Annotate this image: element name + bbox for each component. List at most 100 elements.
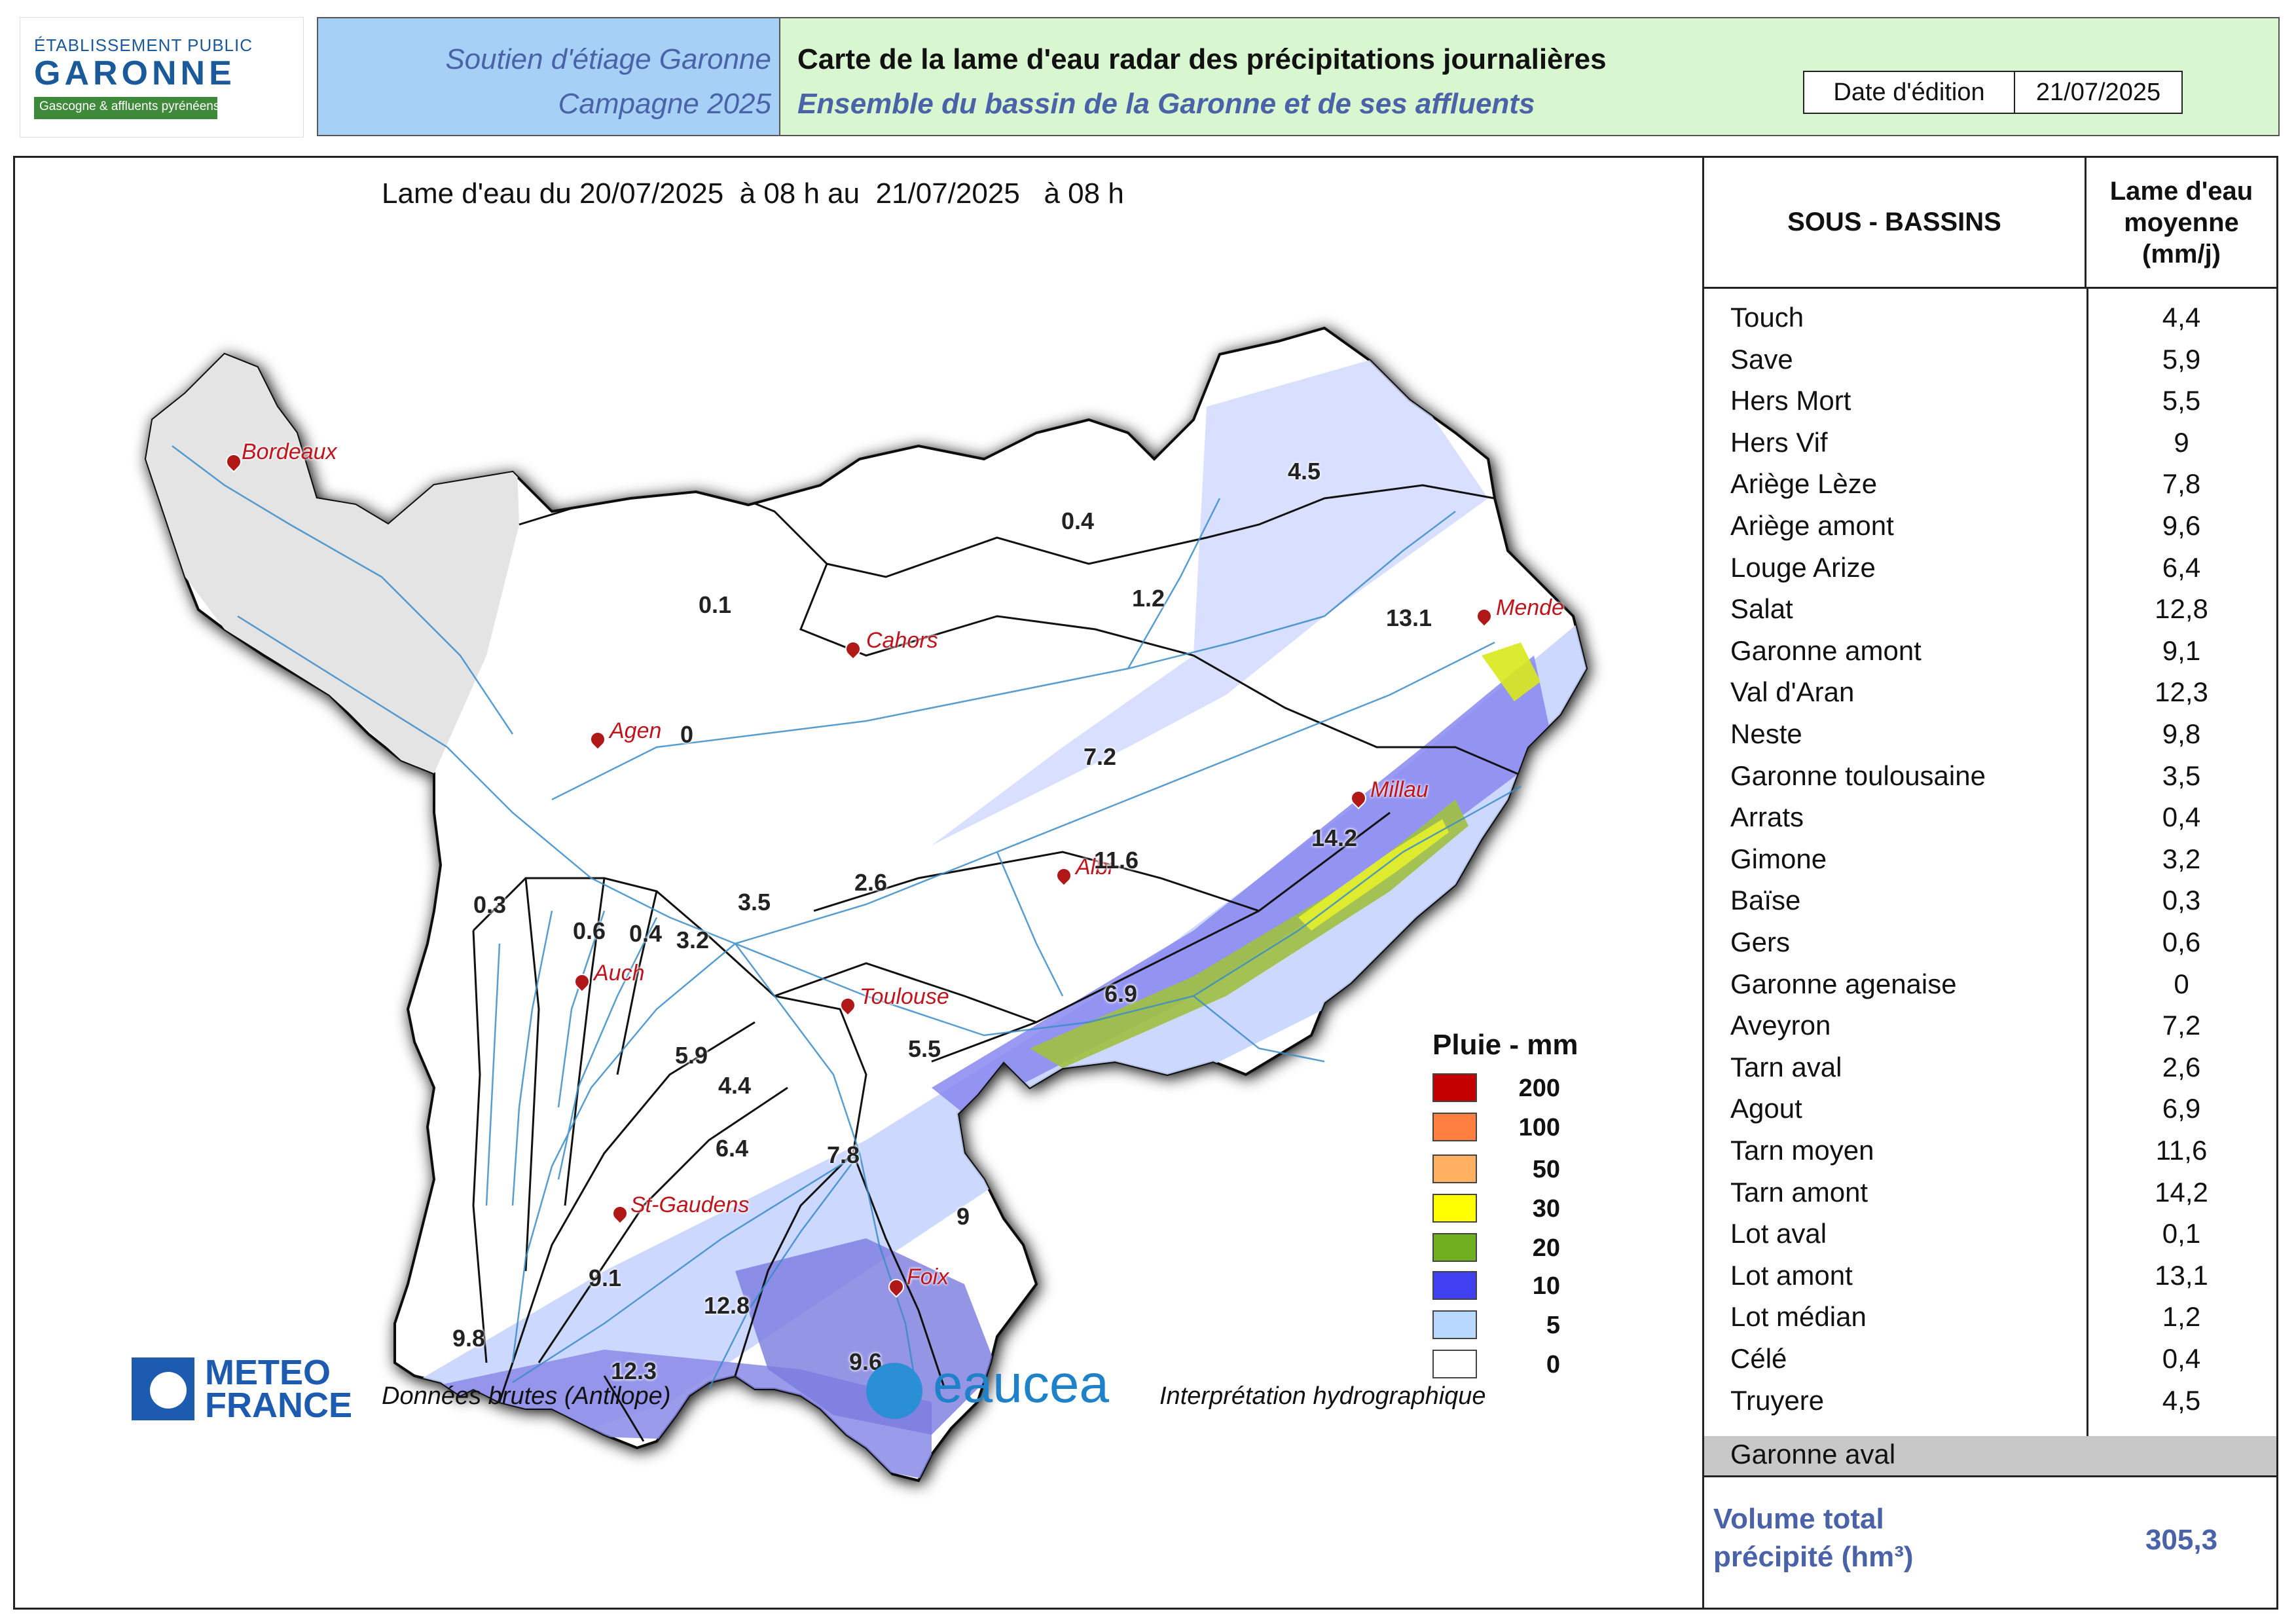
table-row-value: 1,2 (2162, 1301, 2201, 1332)
table-row-name: Neste (1730, 718, 1802, 749)
legend-label: 20 (1532, 1234, 1560, 1262)
map-period-title: Lame d'eau du 20/07/2025 à 08 h au 21/07… (382, 177, 1124, 210)
meteo-france-text-1: METEO (205, 1353, 331, 1392)
table-row-name: Louge Arize (1730, 552, 1876, 583)
table-row-name: Touch (1730, 302, 1804, 333)
legend-swatch (1432, 1113, 1477, 1141)
legend-label: 0 (1546, 1351, 1560, 1378)
legend-label: 100 (1518, 1114, 1560, 1141)
table-row-value: 9,6 (2162, 510, 2201, 541)
table-column-divider (2086, 289, 2088, 1473)
table-row-name: Hers Mort (1730, 385, 1851, 416)
legend-label: 200 (1518, 1075, 1560, 1102)
table-row-name: Tarn moyen (1730, 1135, 1874, 1166)
edition-date-value: 21/07/2025 (2035, 78, 2161, 106)
table-row-name: Célé (1730, 1343, 1787, 1374)
table-row-name: Garonne agenaise (1730, 969, 1957, 999)
table-row-value: 13,1 (2155, 1260, 2208, 1291)
basin-value-lot-median: 1.2 (1132, 585, 1165, 612)
main-frame: Lame d'eau du 20/07/2025 à 08 h au 21/07… (13, 156, 2278, 1610)
edition-date-label: Date d'édition (1804, 72, 2015, 113)
table-row-name: Gers (1730, 927, 1791, 957)
basin-value-ariege-leze: 7.8 (827, 1141, 860, 1168)
city-label-auch: Auch (594, 961, 645, 986)
eaucea-caption: Interprétation hydrographique (1159, 1382, 1486, 1410)
table-row-value: 4,5 (2162, 1385, 2201, 1416)
basin-value-aveyron: 7.2 (1084, 743, 1117, 770)
basin-value-truyere: 4.5 (1288, 458, 1321, 485)
header-campaign-line1: Soutien d'étiage Garonne (445, 43, 771, 75)
table-row-value: 0,4 (2162, 1343, 2201, 1374)
table-header-lame: Lame d'eau moyenne (mm/j) (2086, 158, 2276, 289)
table-row-value: 12,8 (2155, 593, 2208, 624)
table-row-name: Tarn aval (1730, 1052, 1842, 1082)
table-row-garonne-aval (1704, 1436, 2276, 1475)
logo-mountain-strip (34, 97, 217, 119)
table-row-value: 3,2 (2162, 843, 2201, 874)
basin-value-touch: 4.4 (718, 1072, 752, 1099)
header-title-panel: Carte de la lame d'eau radar des précipi… (780, 17, 2280, 136)
city-label-albi: Albi (1076, 855, 1113, 879)
table-row-value: 2,6 (2162, 1052, 2201, 1082)
legend-swatch (1432, 1350, 1477, 1378)
legend-swatch (1432, 1271, 1477, 1300)
table-row-name: Truyere (1730, 1385, 1825, 1416)
table-row-name: Arrats (1730, 802, 1804, 832)
table-row-value: 6,9 (2162, 1093, 2201, 1124)
legend-swatch (1432, 1194, 1477, 1223)
city-label-toulouse: Toulouse (860, 984, 949, 1009)
basin-value-tarn-moyen: 11.6 (1094, 847, 1139, 874)
basin-value-save: 5.9 (675, 1042, 708, 1069)
basin-value-gers: 0.6 (573, 917, 606, 944)
table-row-value: 7,2 (2162, 1010, 2201, 1041)
table-divider (1704, 1475, 2276, 1477)
logo-subtitle: Gascogne & affluents pyrénéens (39, 100, 220, 113)
city-label-cahors: Cahors (866, 628, 938, 653)
eaucea-logo-text: eaucea (933, 1354, 1110, 1414)
city-label-foix: Foix (907, 1264, 949, 1289)
meteo-france-logo-mark (150, 1372, 187, 1409)
meteo-france-text-2: FRANCE (205, 1386, 352, 1425)
basin-value-lot-amont: 13.1 (1386, 604, 1432, 631)
logo-garonne-text: GARONNE (34, 54, 236, 92)
table-row-name: Aveyron (1730, 1010, 1831, 1041)
table-row-name: Ariège Lèze (1730, 468, 1878, 499)
city-label-agen: Agen (610, 718, 662, 743)
table-row-value: 0,1 (2162, 1218, 2201, 1249)
basin-value-tarn-amont: 14.2 (1311, 824, 1358, 851)
legend-label: 10 (1532, 1272, 1560, 1300)
total-volume-value: 305,3 (2145, 1524, 2218, 1556)
table-row-value: 14,2 (2155, 1177, 2208, 1208)
table-row-name: Garonne amont (1730, 635, 1922, 666)
map-panel: Lame d'eau du 20/07/2025 à 08 h au 21/07… (15, 158, 1704, 1608)
table-row-name: Ariège amont (1730, 510, 1894, 541)
table-row-value: 3,5 (2162, 760, 2201, 791)
city-label-st-gaudens: St-Gaudens (630, 1192, 750, 1217)
table-row-value: 0,6 (2162, 927, 2201, 957)
basin-value-arrats: 0.4 (629, 920, 663, 947)
city-label-bordeaux: Bordeaux (242, 439, 337, 464)
table-row-name: Save (1730, 344, 1793, 375)
table-row-name: Gimone (1730, 843, 1827, 874)
table-row-value: 11,6 (2155, 1135, 2208, 1166)
basin-map (144, 326, 1588, 1483)
subbasin-table: SOUS - BASSINS Lame d'eau moyenne (mm/j)… (1704, 158, 2276, 1608)
header-campaign-panel: Soutien d'étiage Garonne Campagne 2025 (317, 17, 780, 136)
table-row-name: Tarn amont (1730, 1177, 1868, 1208)
table-row-value: 7,8 (2162, 468, 2201, 499)
legend-swatch (1432, 1310, 1477, 1339)
table-row-name: Garonne toulousaine (1730, 760, 1986, 791)
table-row-value: 5,9 (2162, 344, 2201, 375)
table-row-name: Salat (1730, 593, 1793, 624)
basin-value-hers-vif: 9 (957, 1203, 970, 1230)
city-label-millau: Millau (1370, 777, 1429, 802)
edition-date-box: Date d'édition 21/07/2025 (1803, 71, 2183, 114)
total-volume-label: Volume total précipité (hm³) (1713, 1500, 1914, 1576)
table-row-name: Hers Vif (1730, 427, 1828, 458)
legend-title: Pluie - mm (1432, 1029, 1578, 1061)
table-row-name: Val d'Aran (1730, 676, 1855, 707)
city-label-mende: Mende (1496, 595, 1564, 620)
table-row-value: 6,4 (2162, 552, 2201, 583)
table-row-name: Agout (1730, 1093, 1802, 1124)
basin-value-neste: 9.8 (452, 1325, 486, 1352)
